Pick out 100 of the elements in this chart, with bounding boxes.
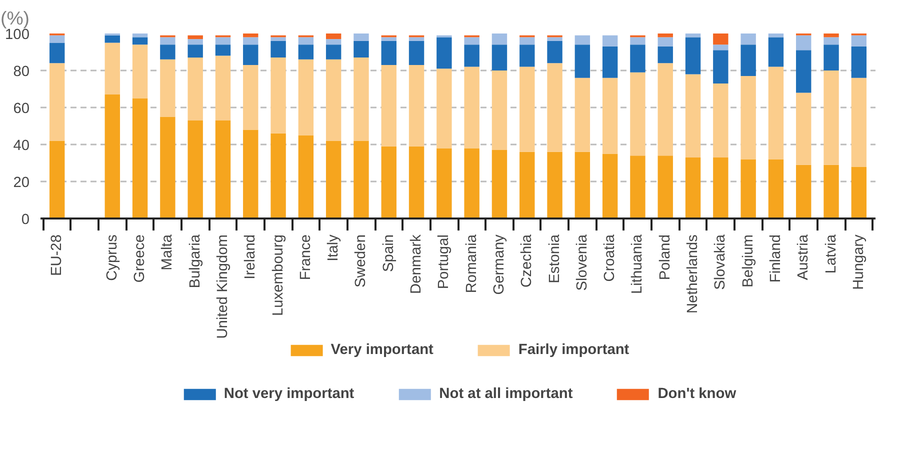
bar [740, 159, 756, 218]
bar [49, 42, 65, 64]
bar [215, 56, 231, 120]
x-tick-label: Luxembourg [270, 234, 286, 316]
x-tick-label: Germany [491, 234, 508, 295]
bar [796, 50, 812, 93]
bar [408, 146, 424, 218]
bar [298, 135, 314, 218]
bar [326, 44, 342, 60]
bar [354, 58, 369, 141]
bar [713, 83, 728, 158]
bar [104, 42, 120, 95]
bar [188, 120, 203, 218]
bar [436, 68, 452, 148]
bar [215, 44, 231, 56]
bar [713, 157, 728, 218]
bar [574, 78, 590, 152]
bar [796, 164, 812, 218]
bar [713, 34, 728, 45]
x-tick-label: Greece [132, 234, 148, 283]
bar [464, 37, 480, 45]
y-tick-label: 0 [21, 212, 30, 228]
bar [270, 40, 286, 58]
bar [326, 39, 342, 45]
x-tick-label: Malta [160, 234, 176, 270]
bar [132, 37, 148, 45]
bar [658, 63, 673, 156]
bar [851, 78, 867, 167]
bar [602, 46, 618, 78]
bar [824, 44, 839, 70]
bar [685, 34, 701, 38]
bar [492, 150, 508, 218]
x-tick-label: Netherlands [685, 234, 702, 314]
legend-label: Fairly important [518, 342, 630, 358]
bar [768, 159, 784, 218]
bar [602, 78, 618, 154]
x-tick-label: Croatia [602, 234, 618, 282]
bar [354, 34, 369, 41]
bar [630, 37, 646, 45]
bar [326, 59, 342, 141]
bar [408, 64, 424, 146]
bar [520, 44, 535, 67]
bar [768, 37, 784, 67]
bar [768, 66, 784, 160]
bar [713, 44, 728, 50]
bar [270, 58, 286, 134]
bar [243, 130, 258, 218]
legend-label: Don't know [658, 386, 736, 402]
bar [188, 58, 203, 120]
bar [602, 154, 618, 218]
bar [547, 40, 562, 64]
x-tick-label: Spain [380, 234, 397, 272]
bar [520, 37, 535, 45]
legend-label: Not very important [224, 386, 354, 402]
bar [188, 39, 203, 45]
bar [547, 37, 562, 41]
bar [574, 35, 590, 45]
bar [492, 34, 508, 45]
bar [851, 166, 867, 218]
x-tick-label: Bulgaria [187, 234, 204, 288]
bar [492, 44, 508, 70]
y-tick-label: 100 [5, 27, 30, 43]
bar [464, 66, 480, 148]
bar [658, 156, 673, 218]
bar [824, 164, 839, 218]
bar [658, 46, 673, 64]
y-tick-label: 80 [13, 64, 30, 80]
legend-label: Not at all important [439, 386, 573, 402]
bar [740, 34, 756, 45]
bar [685, 74, 701, 158]
bar [381, 37, 396, 41]
y-tick-label: 20 [13, 175, 30, 191]
x-tick-label: Czechia [519, 234, 536, 288]
bar [132, 98, 148, 218]
bar [160, 37, 176, 45]
bar [658, 34, 673, 38]
bar [685, 37, 701, 74]
bar [354, 140, 369, 218]
bar [492, 70, 508, 150]
bar [520, 66, 535, 152]
bar [740, 44, 756, 76]
bar [796, 35, 812, 50]
bar [49, 35, 65, 43]
bar [215, 37, 231, 45]
bar [685, 157, 701, 218]
bar [574, 44, 590, 78]
legend-label: Very important [330, 342, 434, 358]
bar [326, 34, 342, 40]
x-tick-label: Austria [796, 234, 812, 280]
bar [464, 148, 480, 218]
bar [381, 64, 396, 146]
bar [740, 76, 756, 160]
bar [547, 152, 562, 218]
bar [49, 63, 65, 141]
bar [768, 34, 784, 38]
x-tick-label: Italy [326, 234, 342, 262]
bar [381, 146, 396, 218]
x-tick-label: Hungary [850, 234, 867, 290]
x-tick-label: Poland [657, 234, 674, 280]
x-tick-label: Belgium [740, 234, 756, 288]
